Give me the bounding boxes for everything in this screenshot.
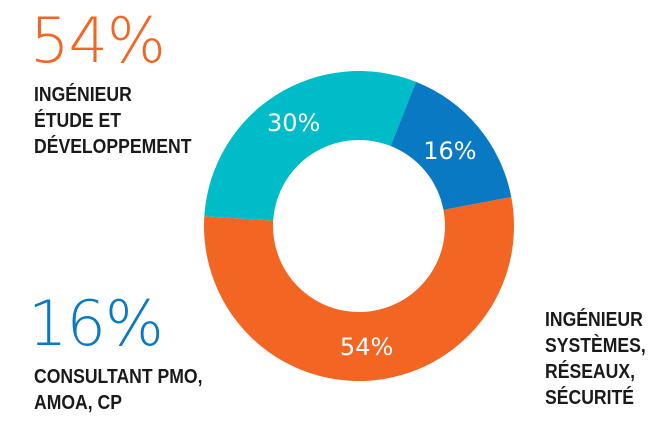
slice-label-systems: 30% — [267, 109, 320, 137]
slice-systems — [204, 70, 417, 221]
label-line: CONSULTANT PMO, — [34, 366, 203, 388]
slice-label-consultant: 16% — [423, 137, 476, 165]
big-percentage-consultant: 16% — [28, 287, 164, 360]
category-label-systems: INGÉNIEUR SYSTÈMES, RÉSEAUX, SÉCURITÉ — [545, 307, 646, 411]
label-line: AMOA, CP — [34, 392, 122, 414]
category-label-consultant: CONSULTANT PMO, AMOA, CP — [34, 364, 202, 416]
label-line: DÉVELOPPEMENT — [34, 136, 192, 158]
big-percentage-engineering: 54% — [30, 4, 166, 77]
label-line: RÉSEAUX, — [545, 361, 635, 383]
label-line: SYSTÈMES, — [545, 335, 646, 357]
label-line: INGÉNIEUR — [34, 84, 132, 106]
category-label-engineering: INGÉNIEUR ÉTUDE ET DÉVELOPPEMENT — [34, 82, 191, 160]
label-line: SÉCURITÉ — [545, 387, 634, 409]
slice-label-engineering: 54% — [340, 333, 393, 361]
label-line: INGÉNIEUR — [545, 309, 643, 331]
slice-consultant — [390, 81, 512, 210]
slice-engineering — [204, 196, 514, 382]
label-line: ÉTUDE ET — [34, 110, 122, 132]
